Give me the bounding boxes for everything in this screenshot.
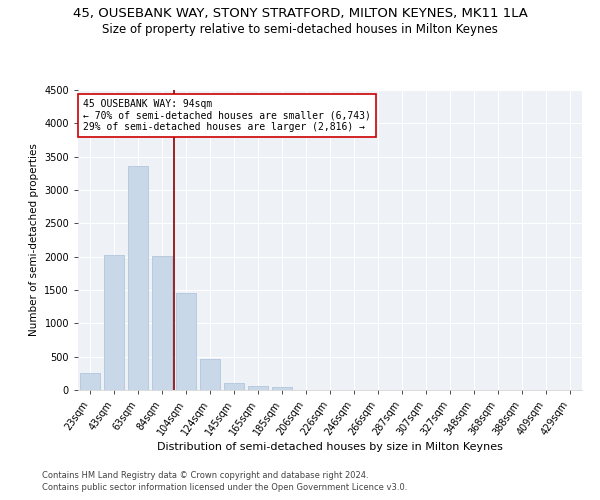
Bar	[176, 294, 196, 390]
Bar	[104, 254, 124, 390]
Bar	[152, 256, 172, 390]
Text: 45 OUSEBANK WAY: 94sqm
← 70% of semi-detached houses are smaller (6,743)
29% of : 45 OUSEBANK WAY: 94sqm ← 70% of semi-det…	[83, 99, 371, 132]
Bar	[80, 374, 100, 390]
Bar	[224, 383, 244, 390]
Text: 45, OUSEBANK WAY, STONY STRATFORD, MILTON KEYNES, MK11 1LA: 45, OUSEBANK WAY, STONY STRATFORD, MILTO…	[73, 8, 527, 20]
Bar	[128, 166, 148, 390]
Text: Size of property relative to semi-detached houses in Milton Keynes: Size of property relative to semi-detach…	[102, 22, 498, 36]
Bar	[248, 386, 268, 390]
Y-axis label: Number of semi-detached properties: Number of semi-detached properties	[29, 144, 38, 336]
Text: Contains public sector information licensed under the Open Government Licence v3: Contains public sector information licen…	[42, 484, 407, 492]
Text: Distribution of semi-detached houses by size in Milton Keynes: Distribution of semi-detached houses by …	[157, 442, 503, 452]
Text: Contains HM Land Registry data © Crown copyright and database right 2024.: Contains HM Land Registry data © Crown c…	[42, 471, 368, 480]
Bar	[200, 358, 220, 390]
Bar	[272, 388, 292, 390]
